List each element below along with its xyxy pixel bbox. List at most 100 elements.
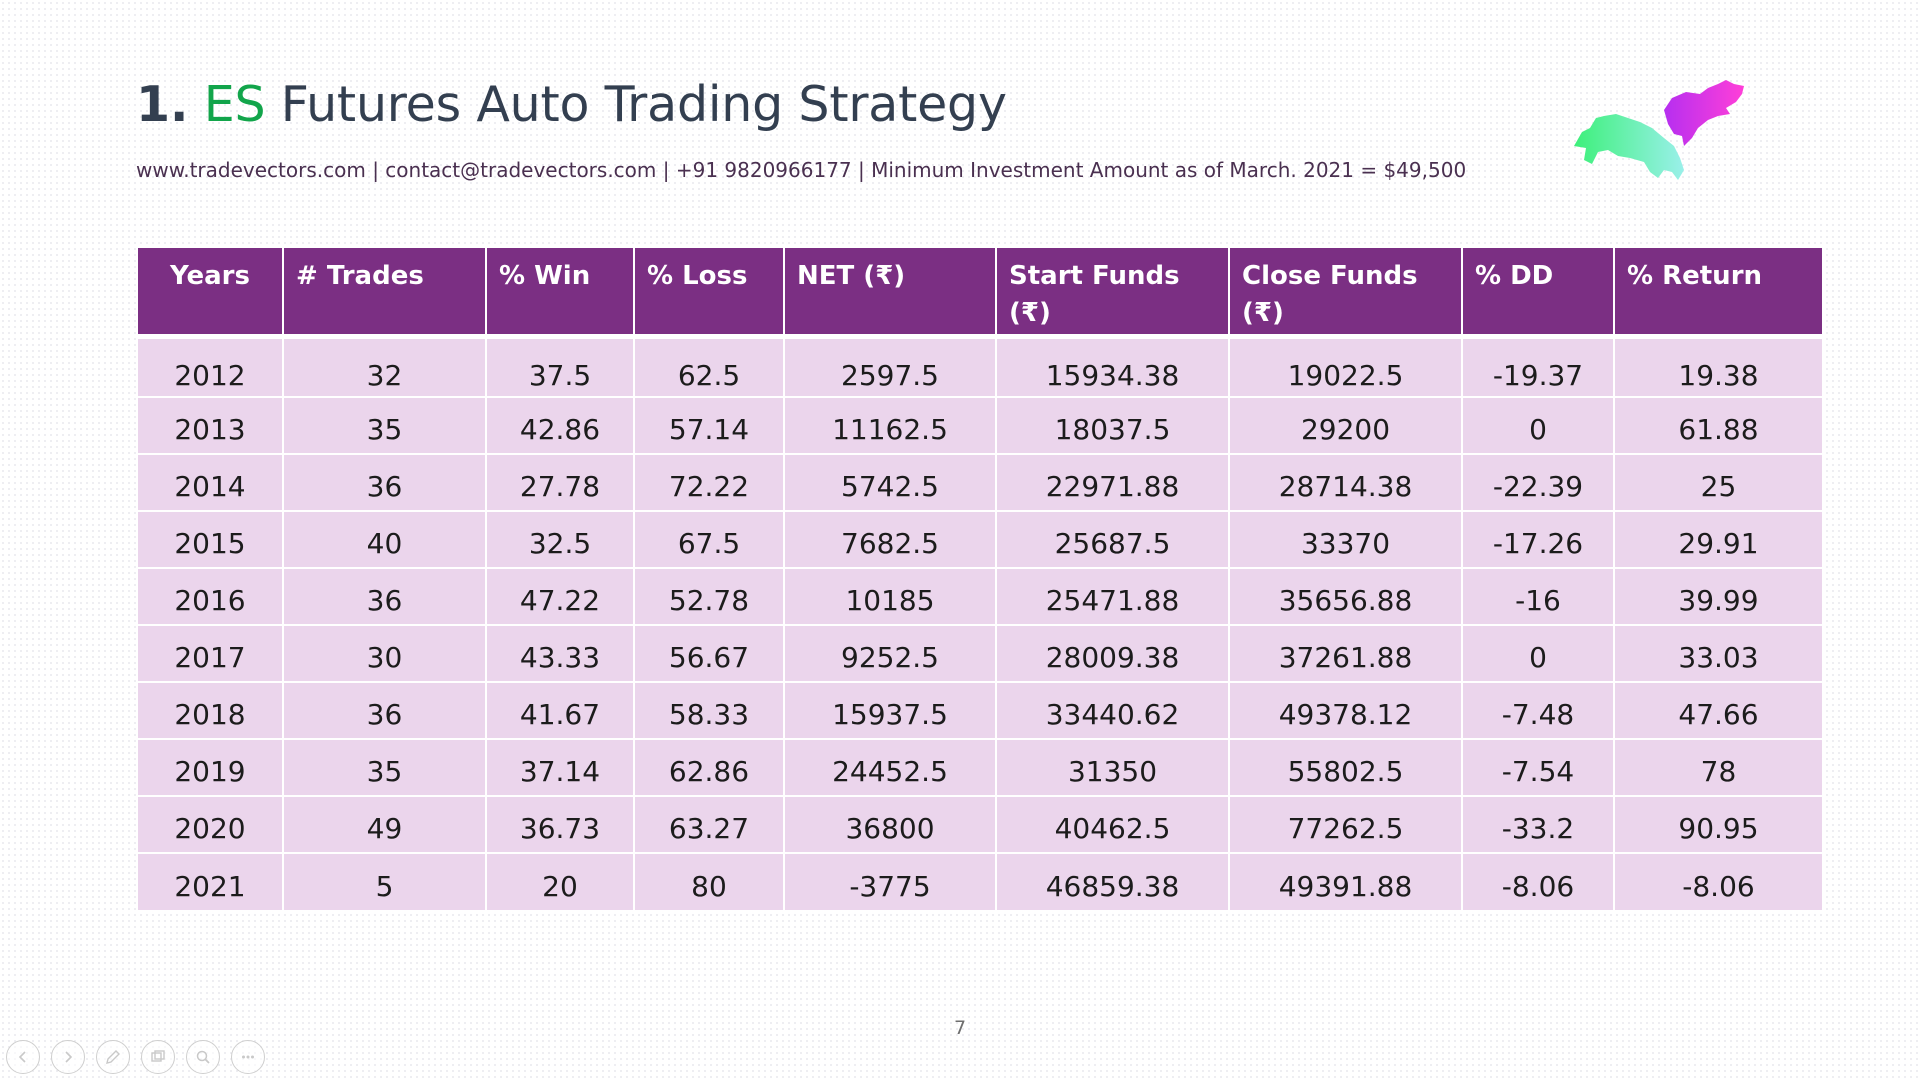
table-row: 2012 32 37.5 62.5 2597.5 15934.38 19022.5 -19.3… — [138, 336, 1822, 398]
cell-start-funds: 25687.5 — [996, 511, 1230, 569]
bull-shape — [1574, 114, 1684, 180]
cell-start-funds: 25471.88 — [996, 568, 1230, 626]
cell-return: 90.95 — [1614, 796, 1822, 854]
cell-trades: 49 — [283, 796, 487, 854]
cell-dd: 0 — [1462, 625, 1615, 683]
cell-win: 32.5 — [486, 511, 635, 569]
cell-close-funds: 28714.38 — [1229, 454, 1463, 512]
cell-start-funds: 18037.5 — [996, 397, 1230, 455]
table-row: 2016 36 47.22 52.78 10185 25471.88 35656.88 -16… — [138, 568, 1822, 626]
cell-year: 2020 — [138, 796, 284, 854]
table-body: 2012 32 37.5 62.5 2597.5 15934.38 19022.5 -19.3… — [138, 336, 1822, 910]
cell-win: 20 — [486, 853, 635, 910]
column-header-return: % Return — [1614, 248, 1822, 339]
see-all-slides-button[interactable] — [141, 1040, 175, 1074]
cell-trades: 35 — [283, 739, 487, 797]
cell-close-funds: 29200 — [1229, 397, 1463, 455]
cell-win: 37.14 — [486, 739, 635, 797]
cell-dd: -8.06 — [1462, 853, 1615, 910]
cell-start-funds: 40462.5 — [996, 796, 1230, 854]
previous-icon — [18, 1051, 26, 1063]
cell-year: 2015 — [138, 511, 284, 569]
table-row: 2017 30 43.33 56.67 9252.5 28009.38 37261.88 0 3… — [138, 625, 1822, 683]
cell-loss: 62.5 — [634, 336, 785, 398]
cell-net: 7682.5 — [784, 511, 997, 569]
cell-win: 43.33 — [486, 625, 635, 683]
cell-loss: 72.22 — [634, 454, 785, 512]
column-header-trades: # Trades — [283, 248, 487, 339]
cell-trades: 32 — [283, 336, 487, 398]
pen-button[interactable] — [96, 1040, 130, 1074]
cell-loss: 52.78 — [634, 568, 785, 626]
cell-close-funds: 33370 — [1229, 511, 1463, 569]
cell-trades: 30 — [283, 625, 487, 683]
table-row: 2021 5 20 80 -3775 46859.38 49391.88 -8.06 -8.06 — [138, 853, 1822, 910]
cell-win: 27.78 — [486, 454, 635, 512]
cell-close-funds: 55802.5 — [1229, 739, 1463, 797]
slides-icon — [151, 1050, 165, 1062]
next-slide-button[interactable] — [51, 1040, 85, 1074]
title-number: 1. — [136, 76, 189, 133]
cell-close-funds: 77262.5 — [1229, 796, 1463, 854]
cell-loss: 63.27 — [634, 796, 785, 854]
table-row: 2014 36 27.78 72.22 5742.5 22971.88 28714.38 -2… — [138, 454, 1822, 512]
table-header-row: Years # Trades % Win % Loss NET (₹) Star… — [138, 248, 1822, 339]
column-header-start-funds: Start Funds (₹) — [996, 248, 1230, 339]
cell-dd: -33.2 — [1462, 796, 1615, 854]
cell-trades: 35 — [283, 397, 487, 455]
cell-net: 36800 — [784, 796, 997, 854]
table-row: 2018 36 41.67 58.33 15937.5 33440.62 49378.12-… — [138, 682, 1822, 740]
contact-subtitle: www.tradevectors.com | contact@tradevect… — [136, 158, 1467, 182]
zoom-button[interactable] — [186, 1040, 220, 1074]
cell-trades: 36 — [283, 568, 487, 626]
cell-net: 5742.5 — [784, 454, 997, 512]
cell-dd: -7.48 — [1462, 682, 1615, 740]
cell-return: 29.91 — [1614, 511, 1822, 569]
cell-net: 15937.5 — [784, 682, 997, 740]
cell-start-funds: 22971.88 — [996, 454, 1230, 512]
results-table: Years # Trades % Win % Loss NET (₹) Star… — [138, 248, 1822, 910]
cell-year: 2018 — [138, 682, 284, 740]
cell-return: 78 — [1614, 739, 1822, 797]
cell-trades: 40 — [283, 511, 487, 569]
title-text: Futures Auto Trading Strategy — [280, 76, 1007, 133]
cell-start-funds: 31350 — [996, 739, 1230, 797]
more-icon — [242, 1055, 254, 1059]
bull-bear-icon — [1574, 80, 1744, 180]
cell-close-funds: 49378.12 — [1229, 682, 1463, 740]
cell-return: 33.03 — [1614, 625, 1822, 683]
cell-trades: 36 — [283, 682, 487, 740]
cell-net: 10185 — [784, 568, 997, 626]
table-row: 2019 35 37.14 62.86 24452.5 31350 55802.5 -7.54… — [138, 739, 1822, 797]
cell-dd: -19.37 — [1462, 336, 1615, 398]
cell-dd: -7.54 — [1462, 739, 1615, 797]
bear-shape — [1664, 80, 1744, 146]
cell-return: -8.06 — [1614, 853, 1822, 910]
cell-loss: 62.86 — [634, 739, 785, 797]
table-row: 2020 49 36.73 63.27 36800 40462.5 77262.5 -33.2… — [138, 796, 1822, 854]
column-header-close-funds: Close Funds (₹) — [1229, 248, 1463, 339]
cell-net: -3775 — [784, 853, 997, 910]
cell-return: 25 — [1614, 454, 1822, 512]
cell-close-funds: 19022.5 — [1229, 336, 1463, 398]
cell-year: 2012 — [138, 336, 284, 398]
cell-year: 2014 — [138, 454, 284, 512]
column-header-years: Years — [138, 248, 284, 339]
previous-slide-button[interactable] — [6, 1040, 40, 1074]
cell-start-funds: 33440.62 — [996, 682, 1230, 740]
column-header-win: % Win — [486, 248, 635, 339]
column-header-dd: % DD — [1462, 248, 1615, 339]
more-options-button[interactable] — [231, 1040, 265, 1074]
cell-return: 61.88 — [1614, 397, 1822, 455]
cell-dd: -17.26 — [1462, 511, 1615, 569]
cell-start-funds: 28009.38 — [996, 625, 1230, 683]
cell-year: 2016 — [138, 568, 284, 626]
column-header-net: NET (₹) — [784, 248, 997, 339]
cell-year: 2021 — [138, 853, 284, 910]
cell-close-funds: 35656.88 — [1229, 568, 1463, 626]
zoom-icon — [196, 1050, 210, 1064]
cell-loss: 57.14 — [634, 397, 785, 455]
table-row: 2013 35 42.86 57.14 11162.5 18037.5 29200 0 61.8… — [138, 397, 1822, 455]
cell-net: 2597.5 — [784, 336, 997, 398]
next-icon — [65, 1051, 73, 1063]
